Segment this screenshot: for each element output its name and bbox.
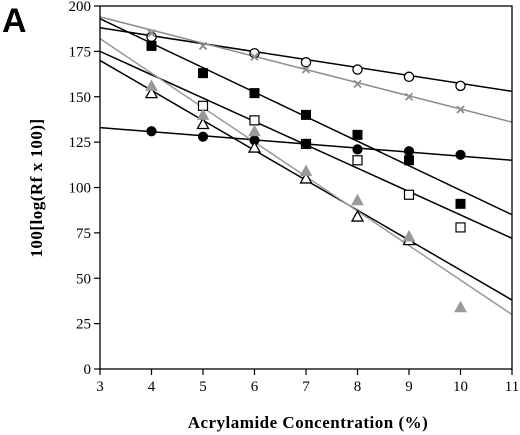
point-filled-circle-6 <box>455 149 466 160</box>
y-tick-label-5: 125 <box>69 135 92 151</box>
point-cross-2-stroke-b <box>250 52 259 61</box>
point-cross-2 <box>250 52 259 61</box>
y-tick-label-2: 50 <box>76 271 91 287</box>
point-filled-triangle-2 <box>248 124 261 137</box>
x-tick-label-8: 11 <box>505 379 519 395</box>
point-filled-square-2 <box>249 88 260 99</box>
point-cross-3 <box>301 65 311 74</box>
point-filled-circle-5 <box>403 146 415 157</box>
point-cross-0-stroke-b <box>147 29 156 38</box>
point-open-triangle-0 <box>144 86 159 99</box>
axes: 3 4 5 6 7 8 9 10 11 0 25 50 75 100 125 150 175 200 <box>69 0 520 395</box>
point-filled-square-5 <box>404 155 414 166</box>
point-cross-3-stroke-b <box>301 65 311 74</box>
y-tick-label-4: 100 <box>69 181 92 197</box>
point-cross-1 <box>198 41 208 51</box>
point-open-circle-3 <box>352 64 363 75</box>
point-open-square-5 <box>455 222 466 233</box>
point-cross-5 <box>404 92 414 101</box>
point-cross-5-stroke-b <box>404 92 414 101</box>
point-open-triangle-3 <box>299 171 313 184</box>
point-cross-4 <box>353 79 362 89</box>
x-tick-label-3: 6 <box>251 379 259 395</box>
point-open-triangle-2 <box>247 140 262 153</box>
point-open-square-1 <box>249 115 260 126</box>
x-tick-label-2: 5 <box>199 379 207 395</box>
x-axis-title: Acrylamide Concentration (%) <box>188 413 429 432</box>
point-open-circle-5 <box>455 80 466 92</box>
data-points <box>144 29 467 313</box>
y-tick-label-1: 25 <box>76 317 91 333</box>
point-filled-square-4 <box>352 129 363 140</box>
point-open-square-4 <box>403 189 415 200</box>
point-filled-square-6 <box>455 198 466 209</box>
y-axis-title: 100[log(Rf x 100)] <box>27 118 46 257</box>
point-filled-square-1 <box>198 68 208 79</box>
point-filled-triangle-0 <box>145 79 158 91</box>
point-filled-circle-1 <box>197 131 209 142</box>
y-tick-label-6: 150 <box>69 90 92 106</box>
panel-label: A <box>2 2 27 40</box>
point-filled-triangle-1 <box>196 108 210 120</box>
point-filled-circle-0 <box>146 126 157 137</box>
point-filled-triangle-3 <box>299 164 313 177</box>
point-filled-triangle-4 <box>351 193 364 206</box>
point-filled-circle-3 <box>300 138 312 150</box>
point-filled-triangle-6 <box>454 300 467 313</box>
point-cross-4-stroke-b <box>353 79 362 89</box>
point-cross-6 <box>456 105 465 114</box>
y-tick-label-7: 175 <box>69 44 92 60</box>
x-tick-label-5: 8 <box>354 379 362 395</box>
point-open-circle-4 <box>403 71 415 83</box>
x-tick-label-7: 10 <box>453 379 468 395</box>
x-tick-label-4: 7 <box>302 379 310 395</box>
point-filled-square-3 <box>301 109 311 120</box>
point-cross-0 <box>147 29 156 38</box>
point-open-triangle-1 <box>196 117 210 130</box>
y-tick-label-3: 75 <box>76 226 91 242</box>
x-tick-label-1: 4 <box>148 379 156 395</box>
point-cross-6-stroke-b <box>456 105 465 114</box>
x-tick-label-0: 3 <box>96 379 104 395</box>
x-tick-label-6: 9 <box>405 379 413 395</box>
point-open-circle-2 <box>300 57 312 68</box>
point-cross-1-stroke-b <box>198 41 208 51</box>
point-filled-triangle-5 <box>402 229 416 242</box>
point-filled-square-0 <box>146 40 157 51</box>
y-tick-label-8: 200 <box>69 0 92 15</box>
point-open-triangle-4 <box>350 209 365 222</box>
point-filled-circle-4 <box>352 144 363 155</box>
point-open-square-3 <box>352 155 363 166</box>
y-tick-label-0: 0 <box>84 362 92 378</box>
